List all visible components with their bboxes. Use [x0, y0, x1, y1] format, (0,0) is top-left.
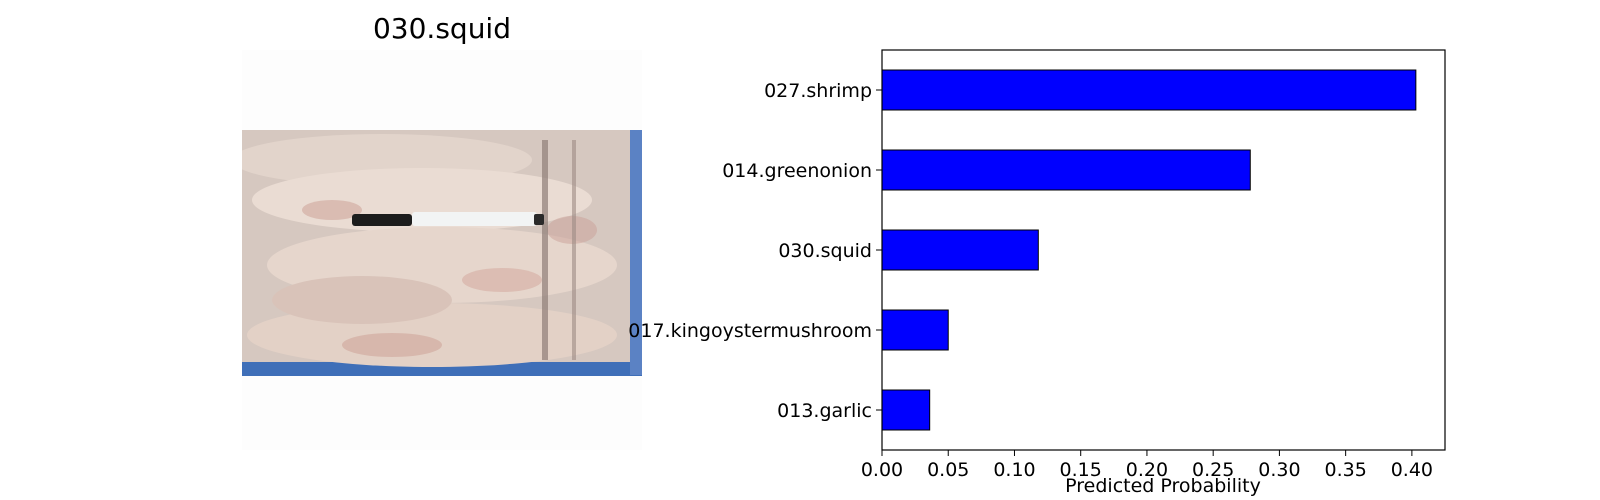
y-tick-label: 013.garlic: [777, 400, 872, 422]
x-tick-label: 0.20: [1126, 459, 1168, 481]
bar-014.greenonion: [881, 149, 1251, 191]
squid-photo-drawing: [232, 50, 642, 450]
x-axis: 0.00 0.05 0.10 0.15 0.20 0.25 0.30 0.35 0.40: [861, 450, 1433, 481]
x-axis-label: Predicted Probability: [1065, 475, 1261, 497]
image-title: 030.squid: [372, 12, 511, 45]
x-tick-label: 0.05: [927, 459, 969, 481]
y-axis: 027.shrimp 014.greenonion 030.squid 017.kin…: [628, 80, 882, 422]
bars-layer: [881, 69, 1417, 431]
x-tick-label: 0.30: [1258, 459, 1300, 481]
x-tick-label: 0.00: [861, 459, 903, 481]
x-tick-label: 0.15: [1060, 459, 1102, 481]
x-tick-label: 0.35: [1324, 459, 1366, 481]
y-tick-label: 017.kingoystermushroom: [628, 320, 872, 342]
y-tick-label: 030.squid: [778, 240, 872, 262]
bar-027.shrimp: [881, 69, 1417, 111]
squid-photo: [232, 50, 642, 450]
bar-030.squid: [881, 229, 1039, 271]
y-tick-label: 014.greenonion: [722, 160, 872, 182]
bar-013.garlic: [881, 389, 931, 431]
x-tick-label: 0.25: [1192, 459, 1234, 481]
y-tick-label: 027.shrimp: [764, 80, 872, 102]
x-tick-label: 0.40: [1391, 459, 1433, 481]
bar-017.kingoystermushroom: [881, 309, 949, 351]
x-tick-label: 0.10: [993, 459, 1035, 481]
